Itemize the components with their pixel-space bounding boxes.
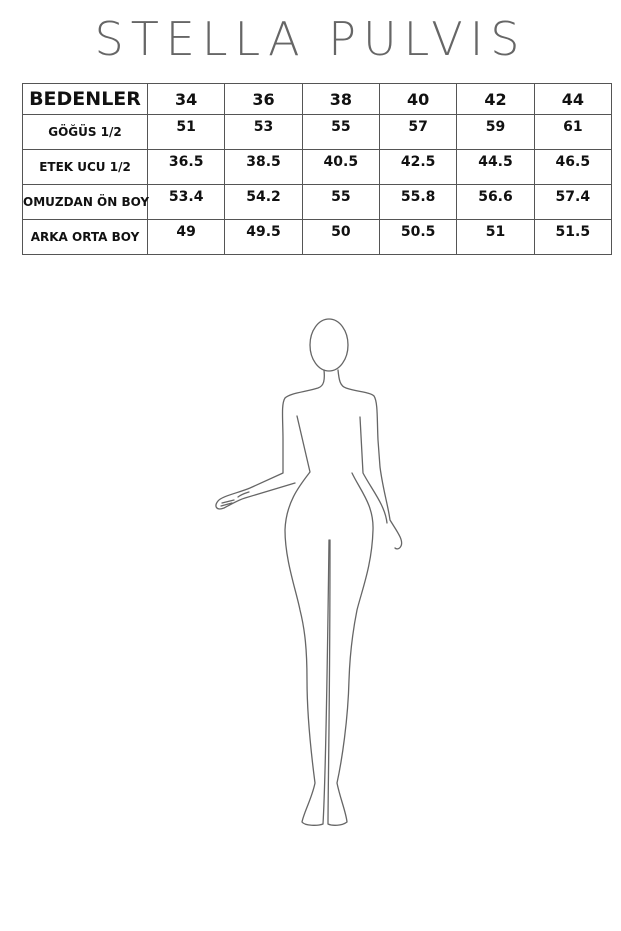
cell: 55 (301, 114, 380, 150)
size-header: 40 (378, 83, 458, 115)
left-body-outline (215, 369, 330, 826)
right-body-outline (327, 369, 403, 826)
cell: 49.5 (224, 219, 303, 255)
cell: 53.4 (146, 184, 226, 220)
cell: 53 (224, 114, 303, 150)
table-row: OMUZDAN ÖN BOY 53.4 54.2 55 55.8 56.6 57… (22, 184, 613, 220)
header-label: BEDENLER (22, 83, 148, 115)
cell: 44.5 (456, 149, 535, 185)
cell: 46.5 (533, 149, 613, 185)
row-label: OMUZDAN ÖN BOY (22, 184, 149, 220)
cell: 56.6 (456, 184, 535, 220)
cell: 50.5 (378, 219, 458, 255)
brand-logo: STELLA PULVIS (94, 12, 527, 66)
cell: 51.5 (533, 219, 613, 255)
size-header: 34 (146, 83, 226, 115)
cell: 55.8 (378, 184, 458, 220)
size-header: 36 (224, 83, 303, 115)
cell: 40.5 (301, 149, 380, 185)
cell: 57.4 (533, 184, 613, 220)
cell: 50 (301, 219, 380, 255)
cell: 51 (456, 219, 535, 255)
cell: 57 (378, 114, 458, 150)
row-label: ARKA ORTA BOY (22, 219, 148, 255)
table-row: ARKA ORTA BOY 49 49.5 50 50.5 51 51.5 (22, 219, 613, 255)
cell: 59 (456, 114, 535, 150)
cell: 38.5 (224, 149, 303, 185)
size-header: 44 (533, 83, 613, 115)
size-chart-table: BEDENLER 34 36 38 40 42 44 GÖĞÜS 1/2 51 … (22, 83, 613, 255)
cell: 36.5 (146, 149, 226, 185)
size-header: 42 (456, 83, 535, 115)
table-row: ETEK UCU 1/2 36.5 38.5 40.5 42.5 44.5 46… (22, 149, 613, 185)
cell: 51 (146, 114, 226, 150)
table-header-row: BEDENLER 34 36 38 40 42 44 (22, 83, 613, 115)
head-outline (309, 318, 349, 372)
hand-detail (220, 491, 250, 507)
table-row: GÖĞÜS 1/2 51 53 55 57 59 61 (22, 114, 613, 150)
